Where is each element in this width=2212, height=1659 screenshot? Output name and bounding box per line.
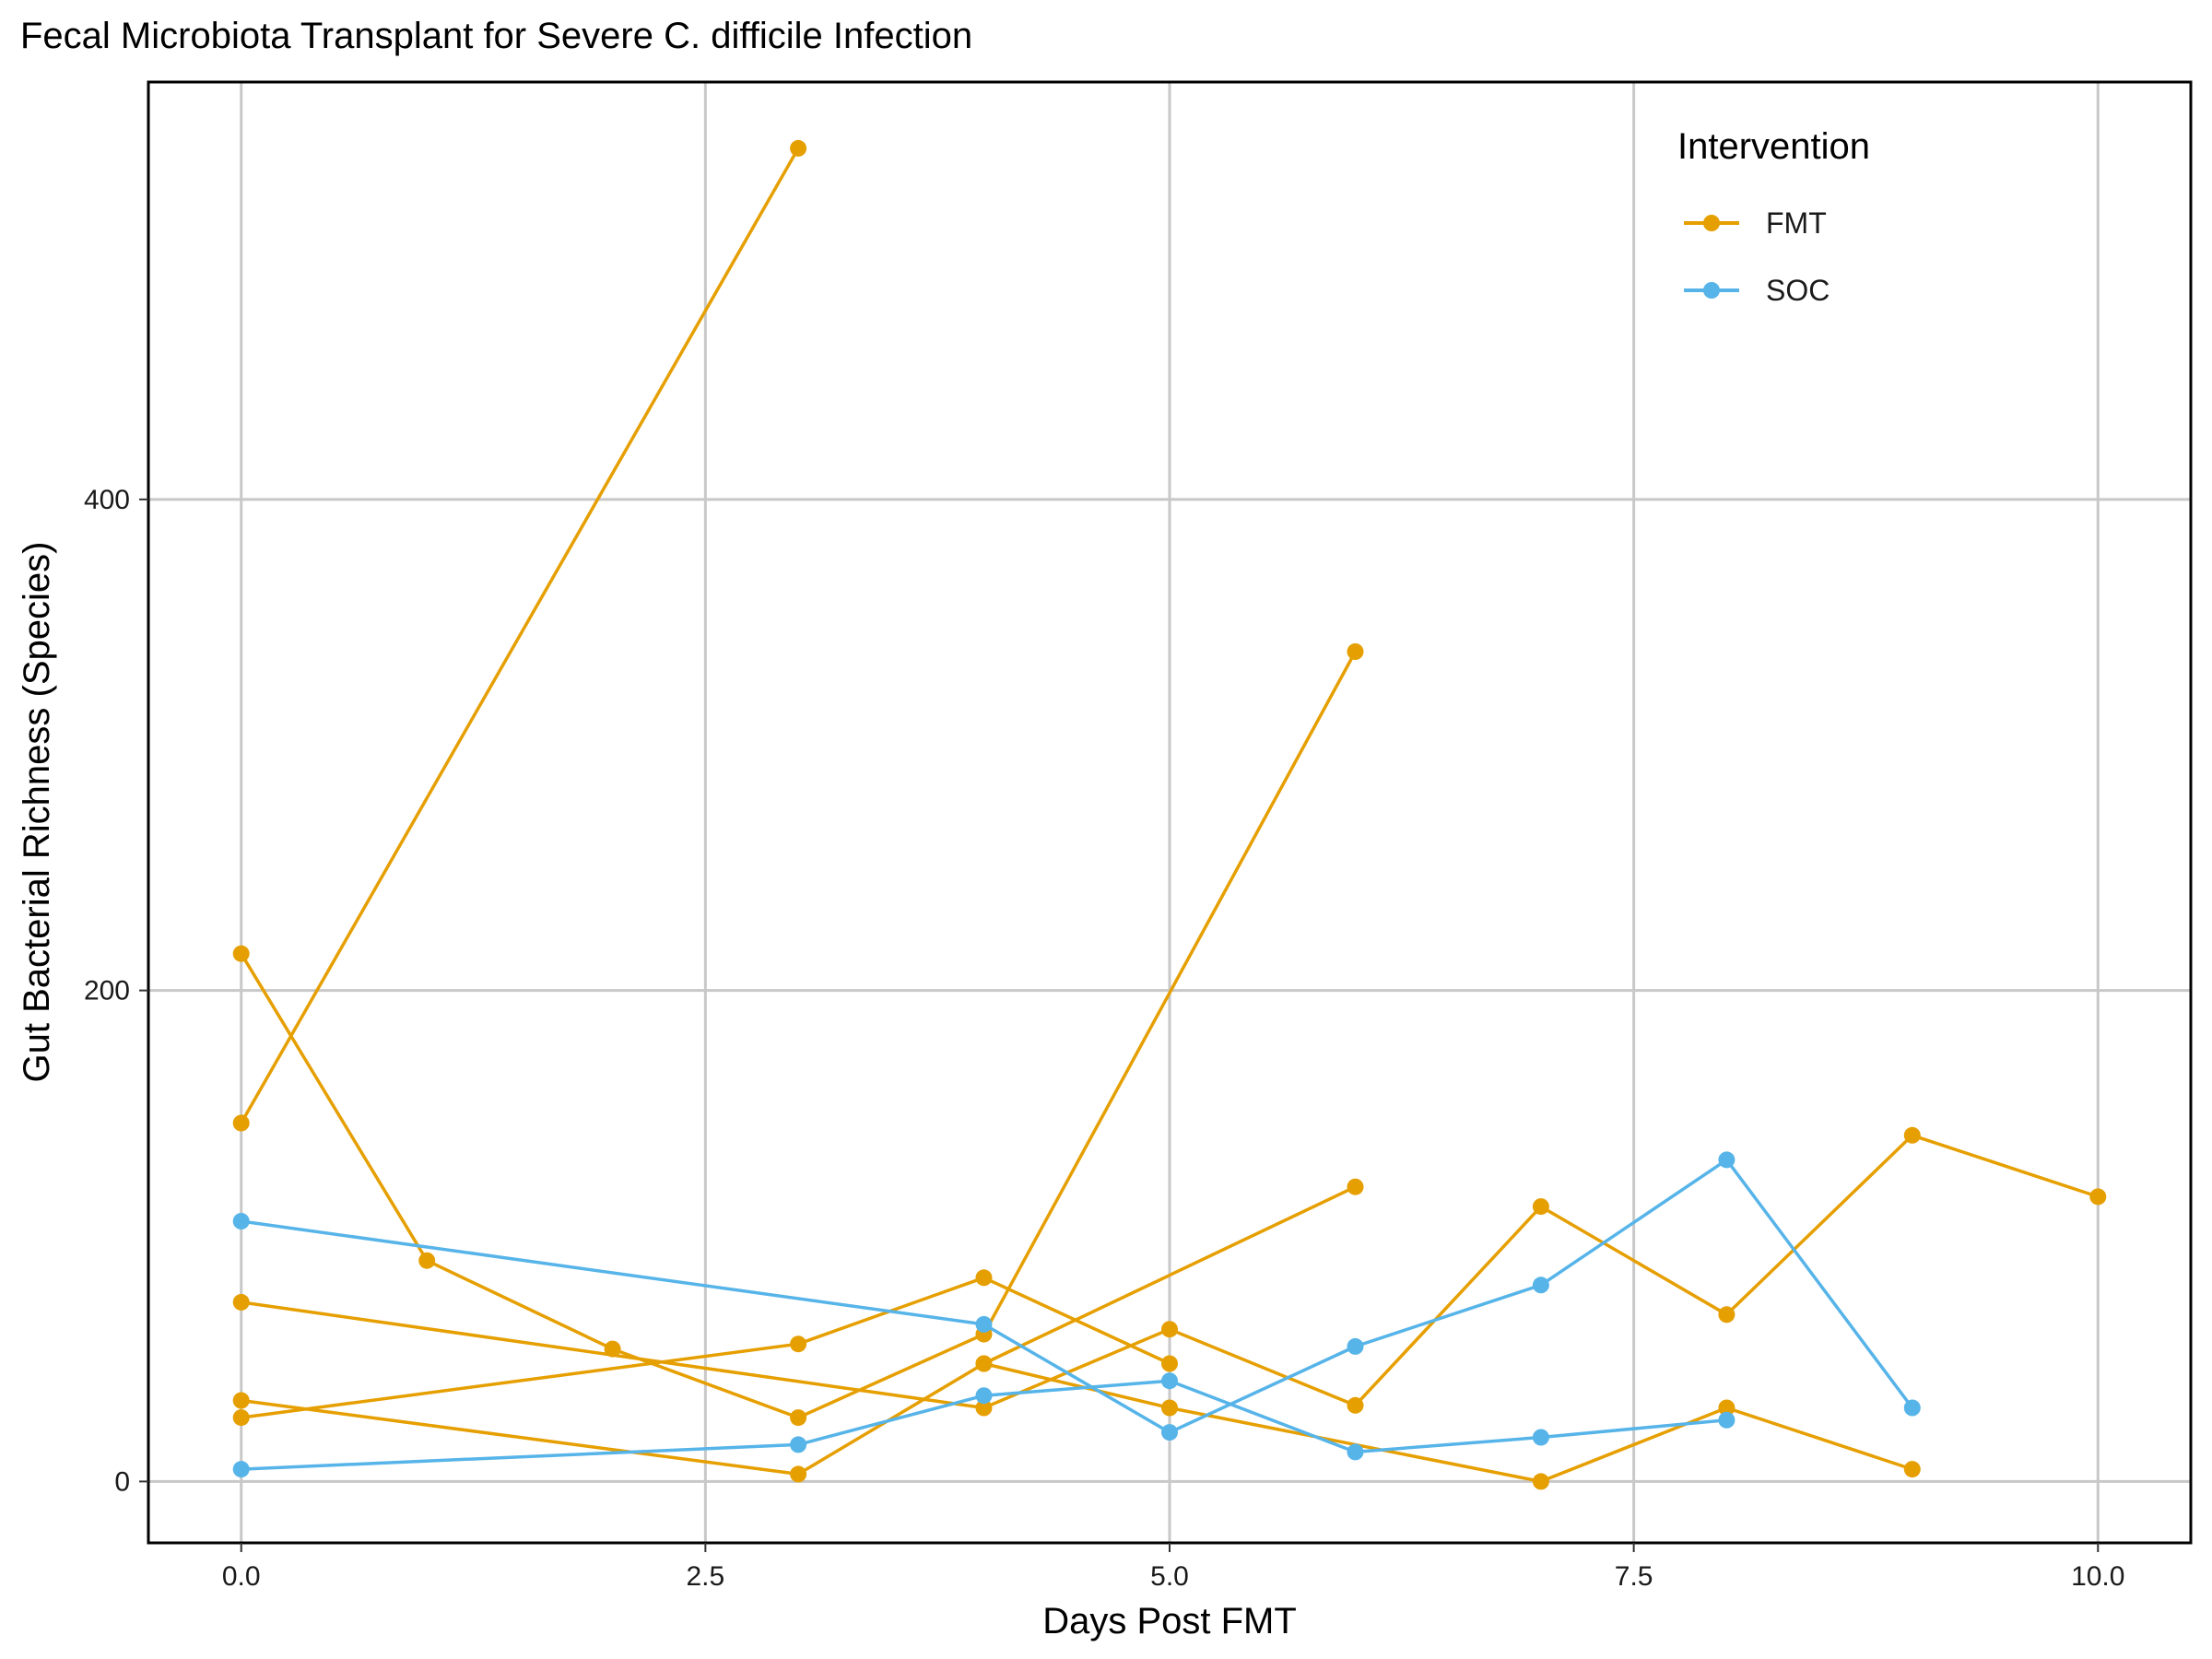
data-point xyxy=(1903,1126,1921,1144)
series-fmt-0 xyxy=(232,139,807,1132)
series-soc-7 xyxy=(232,1372,1735,1478)
data-point xyxy=(1718,1411,1735,1429)
data-point xyxy=(232,1461,250,1478)
data-point xyxy=(975,1387,993,1405)
x-axis-title: Days Post FMT xyxy=(1042,1601,1297,1641)
data-point xyxy=(790,1465,807,1483)
legend-entries: FMT SOC xyxy=(1684,206,1830,307)
data-point xyxy=(790,139,807,157)
series-layer xyxy=(232,139,2107,1490)
data-point xyxy=(232,1409,250,1427)
data-point xyxy=(232,1114,250,1132)
data-point xyxy=(1532,1473,1549,1490)
data-point xyxy=(1718,1306,1735,1324)
data-point xyxy=(975,1315,993,1333)
data-point xyxy=(2089,1188,2107,1206)
x-tick-label: 7.5 xyxy=(1615,1561,1653,1592)
series-line xyxy=(240,651,1358,1419)
x-tick-label: 0.0 xyxy=(222,1561,261,1592)
data-point xyxy=(232,1213,250,1230)
data-point xyxy=(1347,1337,1364,1355)
data-point xyxy=(1718,1151,1735,1169)
data-point xyxy=(975,1355,993,1372)
legend-key-point xyxy=(1703,215,1720,231)
x-axis-ticks: 0.0 2.5 5.0 7.5 10.0 xyxy=(222,1543,2124,1592)
legend: Intervention FMT SOC xyxy=(1677,126,1870,307)
x-tick-label: 5.0 xyxy=(1150,1561,1189,1592)
data-point xyxy=(1347,1396,1364,1414)
y-axis-ticks: 0 200 400 xyxy=(84,485,148,1497)
data-point xyxy=(232,945,250,962)
data-point xyxy=(1347,1443,1364,1461)
data-point xyxy=(1532,1429,1549,1446)
data-point xyxy=(975,1269,993,1287)
x-tick-label: 2.5 xyxy=(687,1561,725,1592)
data-point xyxy=(232,1293,250,1311)
series-soc-6 xyxy=(232,1151,1921,1441)
legend-key-point xyxy=(1703,282,1720,299)
y-axis-title: Gut Bacterial Richness (Species) xyxy=(17,542,57,1083)
series-line xyxy=(241,1158,1914,1434)
legend-entry-fmt: FMT xyxy=(1684,206,1827,240)
legend-label: FMT xyxy=(1766,206,1827,240)
y-tick-label: 200 xyxy=(84,976,130,1006)
legend-title: Intervention xyxy=(1677,126,1870,167)
chart-title: Fecal Microbiota Transplant for Severe C… xyxy=(20,16,972,56)
data-point xyxy=(1532,1198,1549,1216)
data-point xyxy=(1718,1399,1735,1417)
data-point xyxy=(1532,1277,1549,1294)
data-point xyxy=(790,1436,807,1453)
series-fmt-5 xyxy=(975,1355,1921,1490)
data-point xyxy=(1347,643,1364,660)
data-point xyxy=(418,1252,436,1269)
legend-entry-soc: SOC xyxy=(1684,274,1830,307)
y-tick-label: 400 xyxy=(84,485,130,515)
data-point xyxy=(1161,1372,1178,1390)
data-point xyxy=(1347,1178,1364,1195)
data-point xyxy=(1161,1321,1178,1338)
legend-label: SOC xyxy=(1766,274,1830,307)
series-fmt-1 xyxy=(232,643,1364,1427)
data-point xyxy=(790,1409,807,1427)
data-point xyxy=(975,1399,993,1417)
x-tick-label: 10.0 xyxy=(2071,1561,2124,1592)
series-line xyxy=(240,147,800,1124)
data-point xyxy=(232,1392,250,1409)
y-tick-label: 0 xyxy=(114,1466,130,1497)
data-point xyxy=(1161,1424,1178,1441)
data-point xyxy=(1161,1355,1178,1372)
data-point xyxy=(790,1335,807,1353)
data-point xyxy=(1903,1399,1921,1417)
data-point xyxy=(1903,1461,1921,1478)
data-point xyxy=(1161,1399,1178,1417)
series-line xyxy=(983,1361,1913,1484)
